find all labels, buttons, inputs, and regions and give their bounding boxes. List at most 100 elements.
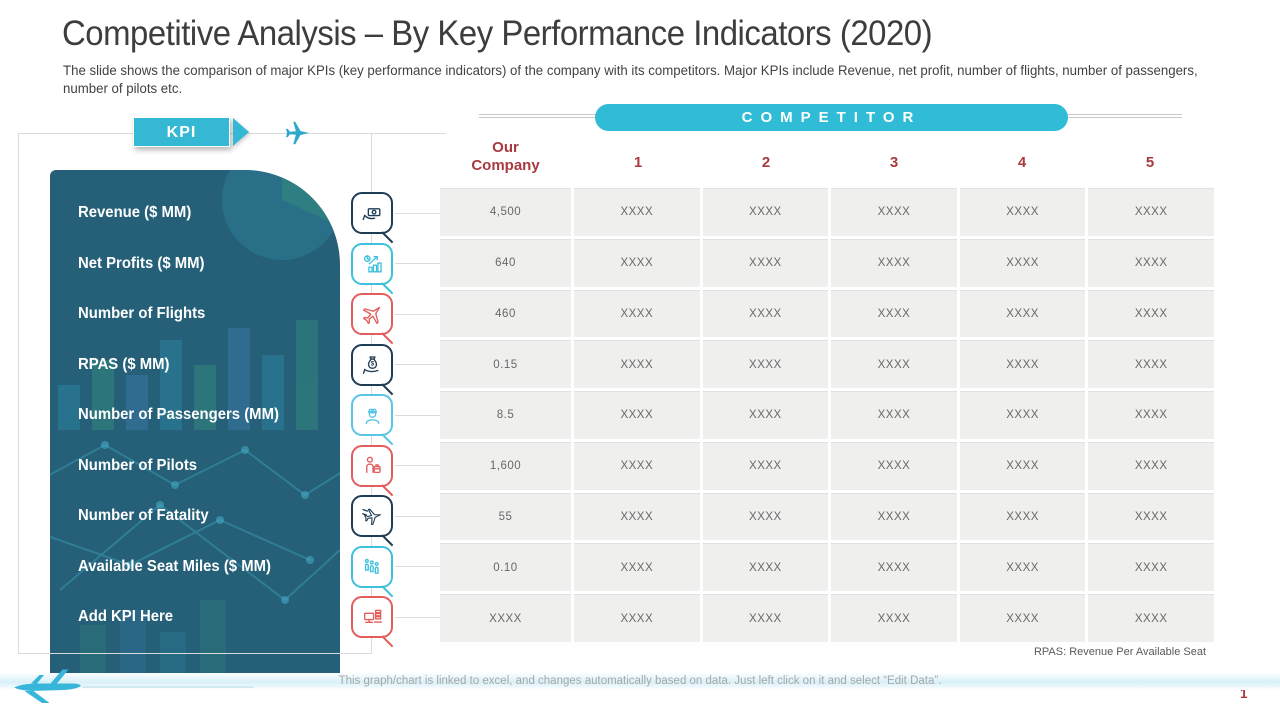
table-cell-r7-c5: XXXX (1088, 543, 1214, 592)
money-hand-icon (351, 192, 394, 244)
table-cell-r6-c3: XXXX (831, 492, 957, 541)
table-cell-r8-c1: XXXX (574, 594, 700, 642)
table-footnote: RPAS: Revenue Per Available Seat (1033, 646, 1206, 658)
plane-trail-line (82, 686, 254, 688)
table-cell-r8-c5: XXXX (1088, 594, 1214, 642)
desk-money-icon (351, 596, 394, 648)
connector-line (395, 313, 440, 315)
bubble-tail (381, 534, 394, 547)
table-cell-r5-c5: XXXX (1088, 441, 1214, 490)
table-cell-r3-c1: XXXX (574, 340, 700, 389)
connector-line (395, 263, 440, 264)
slide-subtitle: The slide shows the comparison of major … (63, 63, 1198, 96)
table-cell-r7-c3: XXXX (831, 543, 957, 592)
table-cell-r2-c4: XXXX (959, 289, 1086, 338)
airplane-logo-icon (14, 669, 81, 703)
crashed-plane-icon (351, 495, 394, 547)
table-cell-r5-c3: XXXX (831, 441, 957, 490)
table-cell-r4-c1: XXXX (574, 391, 700, 439)
table-cell-r4-c0: 8.5 (440, 391, 571, 439)
table-cell-r4-c2: XXXX (702, 391, 829, 439)
connector-line (395, 212, 440, 214)
bubble-tail (381, 382, 394, 395)
table-cell-r6-c2: XXXX (702, 492, 829, 541)
kpi-item-label-5: Number of Pilots (78, 456, 198, 474)
kpi-badge: KPI (133, 117, 230, 147)
footer-note: This graph/chart is linked to excel, and… (0, 673, 1280, 690)
table-cell-r3-c0: 0.15 (440, 340, 571, 389)
arrow-right-icon (233, 118, 249, 146)
bubble-tail (381, 231, 394, 244)
airplane-icon (351, 293, 394, 345)
connector-line (395, 414, 440, 416)
table-cell-r1-c1: XXXX (574, 238, 700, 287)
competitor-group-header: COMPETITOR (595, 104, 1068, 131)
column-header-our-company: Our Company (471, 139, 540, 174)
table-cell-r7-c2: XXXX (702, 543, 829, 592)
column-header-competitor-1: 1 (633, 154, 643, 171)
table-cell-r4-c4: XXXX (959, 391, 1086, 439)
table-cell-r5-c2: XXXX (702, 441, 829, 490)
bubble-tail (381, 433, 394, 446)
kpi-item-label-7: Available Seat Miles ($ MM) (78, 557, 271, 575)
seats-icon (351, 545, 394, 597)
bubble-tail (381, 281, 394, 294)
kpi-item-label-4: Number of Passengers (MM) (78, 406, 279, 423)
table-cell-r5-c0: 1,600 (440, 441, 571, 490)
table-cell-r3-c2: XXXX (702, 340, 829, 389)
table-cell-r0-c2: XXXX (702, 188, 829, 236)
kpi-panel: Revenue ($ MM) Net Profits ($ MM) Number o… (50, 170, 340, 673)
table-cell-r4-c5: XXXX (1088, 391, 1214, 439)
connector-line (372, 133, 446, 134)
kpi-item-label-3: RPAS ($ MM) (78, 355, 170, 373)
pilot-icon (351, 394, 394, 446)
table-cell-r6-c0: 55 (440, 492, 571, 541)
table-cell-r7-c1: XXXX (574, 543, 700, 592)
table-cell-r3-c4: XXXX (959, 340, 1086, 389)
table-cell-r8-c4: XXXX (959, 594, 1086, 642)
table-cell-r2-c1: XXXX (574, 289, 700, 338)
column-header-competitor-3: 3 (889, 154, 899, 171)
profit-growth-icon (351, 242, 394, 294)
table-cell-r1-c4: XXXX (959, 238, 1086, 287)
money-bag-icon: $ (351, 343, 394, 395)
table-cell-r3-c5: XXXX (1088, 340, 1214, 389)
divider-line (1066, 114, 1182, 118)
slide-title: Competitive Analysis – By Key Performanc… (62, 14, 933, 53)
person-luggage-icon (351, 444, 394, 496)
connector-line (395, 566, 440, 567)
connector-line (395, 515, 440, 517)
divider-line (479, 114, 597, 118)
kpi-item-label-0: Revenue ($ MM) (78, 204, 192, 221)
connector-line (395, 465, 440, 466)
chart-background-decor (50, 170, 340, 673)
table-cell-r1-c3: XXXX (831, 238, 957, 287)
competitor-number-headers: 1 2 3 4 5 (574, 154, 1214, 171)
table-cell-r7-c0: 0.10 (440, 543, 571, 592)
bubble-tail (381, 332, 394, 345)
table-cell-r0-c1: XXXX (574, 188, 700, 236)
column-header-competitor-4: 4 (1017, 154, 1027, 171)
table-cell-r1-c0: 640 (440, 238, 571, 287)
kpi-item-label-2: Number of Flights (78, 305, 206, 322)
table-cell-r6-c5: XXXX (1088, 492, 1214, 541)
table-cell-r2-c0: 460 (440, 289, 571, 338)
table-cell-r6-c1: XXXX (574, 492, 700, 541)
table-cell-r3-c3: XXXX (831, 340, 957, 389)
table-cell-r7-c4: XXXX (959, 543, 1086, 592)
kpi-item-label-1: Net Profits ($ MM) (78, 254, 205, 272)
table-cell-r8-c2: XXXX (702, 594, 829, 642)
table-cell-r1-c2: XXXX (702, 238, 829, 287)
column-header-competitor-2: 2 (761, 154, 771, 171)
connector-line (395, 616, 440, 618)
table-cell-r2-c5: XXXX (1088, 289, 1214, 338)
table-cell-r2-c2: XXXX (702, 289, 829, 338)
airplane-right-icon (286, 121, 309, 145)
table-cell-r5-c1: XXXX (574, 441, 700, 490)
table-cell-r0-c4: XXXX (959, 188, 1086, 236)
column-header-competitor-5: 5 (1145, 154, 1155, 171)
page-number: 1 (1240, 686, 1248, 701)
table-cell-r2-c3: XXXX (831, 289, 957, 338)
table-cell-r0-c5: XXXX (1088, 188, 1214, 236)
